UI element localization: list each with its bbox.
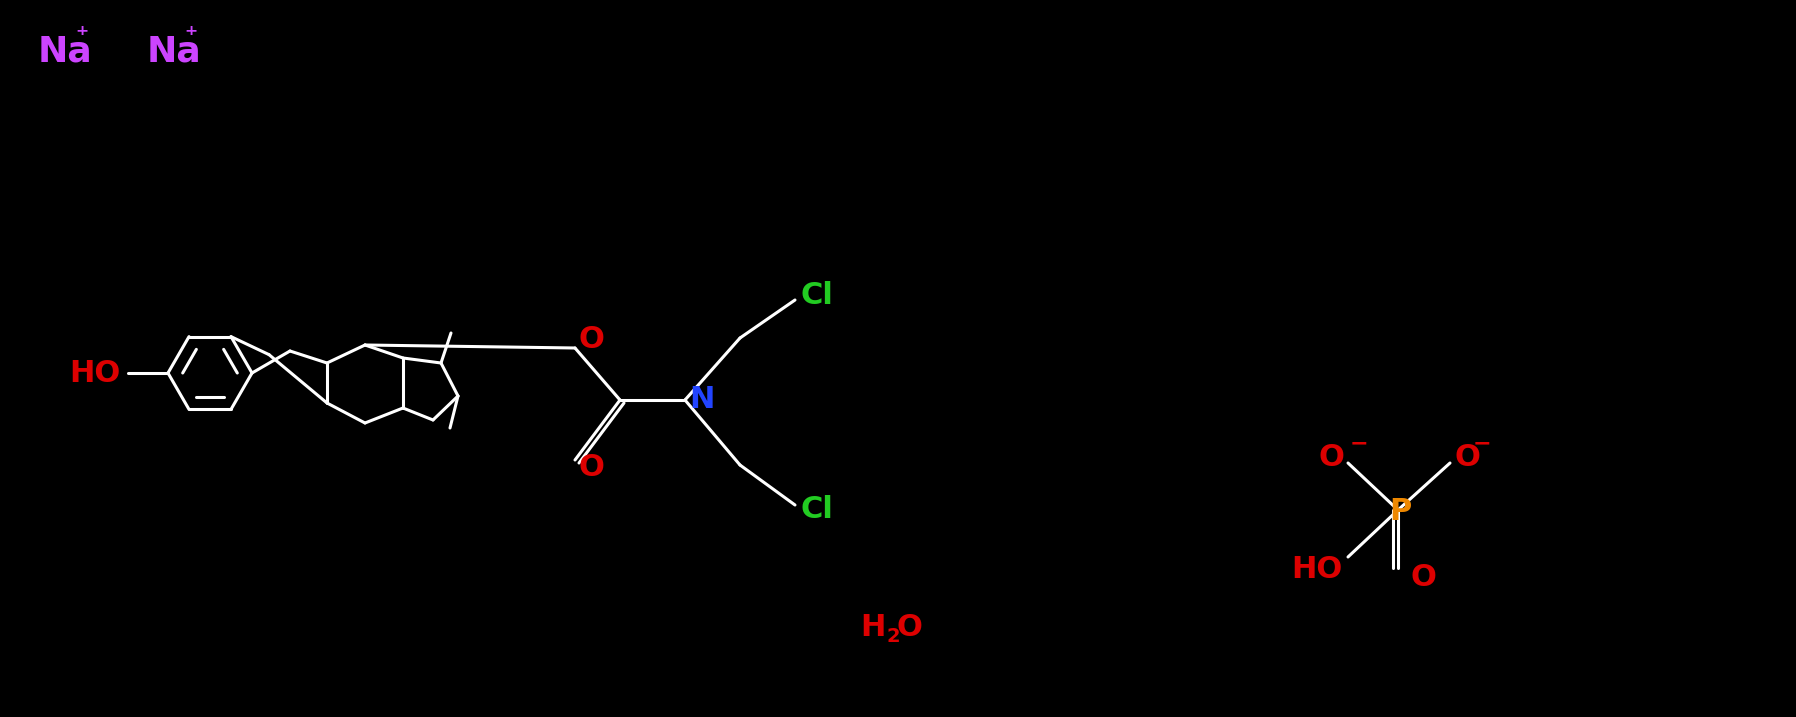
Text: O: O [578, 326, 603, 354]
Text: O: O [896, 614, 923, 642]
Text: Na: Na [38, 35, 93, 69]
Text: −: − [1473, 433, 1492, 453]
Text: HO: HO [1291, 554, 1343, 584]
Text: O: O [1318, 444, 1343, 473]
Text: 2: 2 [887, 627, 900, 645]
Text: ⁺: ⁺ [185, 24, 198, 48]
Text: P: P [1388, 498, 1412, 526]
Text: O: O [1410, 564, 1435, 592]
Text: −: − [1351, 433, 1369, 453]
Text: N: N [690, 386, 715, 414]
Text: Cl: Cl [799, 280, 833, 310]
Text: HO: HO [68, 358, 120, 387]
Text: Cl: Cl [799, 495, 833, 525]
Text: H: H [860, 614, 885, 642]
Text: O: O [1455, 444, 1482, 473]
Text: ⁺: ⁺ [75, 24, 88, 48]
Text: O: O [578, 453, 603, 483]
Text: Na: Na [147, 35, 201, 69]
